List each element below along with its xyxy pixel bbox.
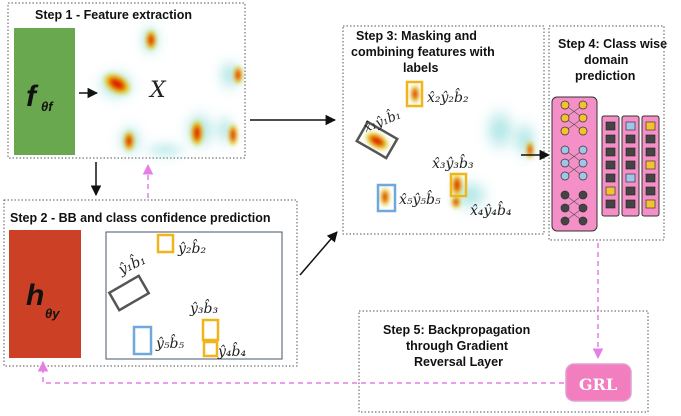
masked-box-1 [355,120,399,160]
backprop-arrow-to-step2 [37,360,564,384]
h-subscript: θy [45,306,60,321]
label-b4: ŷ₄b̂₄ [217,341,246,360]
label-b5: ŷ₅b̂₅ [155,333,184,352]
step4-title-line2: domain [584,53,628,67]
label-b3: ŷ₃b̂₃ [189,298,218,317]
label-m5: x̂₅ŷ₅b̂₅ [399,189,441,208]
masked-box-5 [376,183,397,213]
prediction-canvas [105,231,283,360]
classifier-block [9,230,81,358]
bbox-5 [132,325,153,356]
bbox-2 [156,233,175,254]
masked-box-3 [449,172,468,198]
domain-classifier-network [551,96,660,232]
masked-feature-map [358,80,541,215]
step3-title-line3: labels [403,61,438,75]
grl-block [565,363,632,402]
label-m4: x̂₄ŷ₄b̂₄ [470,200,512,219]
arrow-step2-to-step3 [299,231,338,276]
step1-panel: Step 1 - Feature extraction f θf [7,2,246,159]
step1-title: Step 1 - Feature extraction [35,8,192,22]
step3-panel: Step 3: Masking and combining features w… [342,25,545,235]
step5-title-line2: through Gradient [406,339,509,353]
step4-title-line1: Step 4: Class wise [558,37,667,51]
step2-panel: Step 2 - BB and class confidence predict… [3,199,298,367]
label-m2: x̂₂ŷ₂b̂₂ [427,87,469,106]
step5-title-line3: Reversal Layer [414,355,503,369]
masked-box-2 [405,80,424,108]
bbox-1 [107,274,151,312]
f-subscript: θf [41,99,54,114]
label-m3: x̂₃ŷ₃b̂₃ [432,153,474,172]
feature-map-x [94,22,244,158]
bbox-3 [201,318,220,342]
h-symbol: h [26,279,44,312]
step4-panel: Step 4: Class wise domain prediction [548,25,667,241]
x-label: X [148,78,167,103]
feature-extractor-block [14,28,75,155]
label-b2: ŷ₂b̂₂ [177,238,206,257]
step5-title-line1: Step 5: Backpropagation [383,323,530,337]
step2-title: Step 2 - BB and class confidence predict… [10,211,270,225]
grl-label: GRL [579,375,617,394]
bbox-4 [202,340,219,358]
step4-title-line3: prediction [575,69,635,83]
step5-panel: Step 5: Backpropagation through Gradient… [358,310,649,413]
step3-title-line1: Step 3: Masking and [356,29,477,43]
step3-title-line2: combining features with [351,45,495,59]
f-symbol: f [26,80,39,113]
